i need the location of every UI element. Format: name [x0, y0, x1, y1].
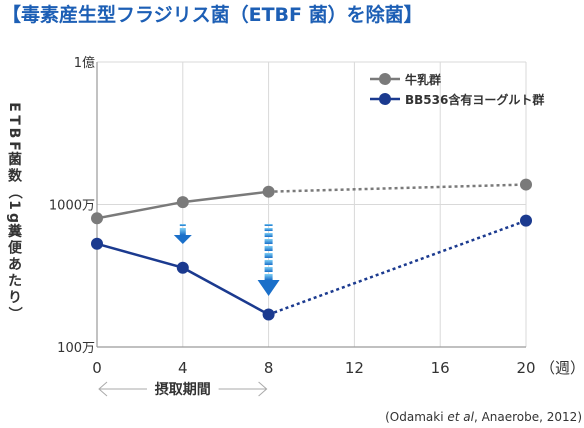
period-arrowhead-left: [98, 381, 108, 397]
arrow-dash: [264, 228, 273, 231]
arrow-dash: [179, 224, 186, 226]
y-label-char: 1: [6, 200, 22, 210]
y-label-char: E: [6, 102, 22, 112]
down-arrow: [173, 224, 192, 244]
intake-period-label: 摂取期間: [155, 381, 211, 398]
legend-label: BB536含有ヨーグルト群: [405, 92, 544, 107]
y-tick-labels: 1億 1000万 100万: [49, 55, 95, 356]
arrow-head: [173, 235, 192, 244]
y-label-char: F: [6, 141, 22, 151]
y-tick-label: 1億: [74, 55, 95, 71]
y-label-char: り: [8, 290, 22, 306]
series-line-dashed: [268, 183, 527, 193]
legend-marker: [379, 93, 391, 105]
arrow-dash: [264, 246, 273, 251]
series: [91, 178, 532, 321]
legend-label: 牛乳群: [405, 72, 441, 87]
arrow-dash: [264, 239, 273, 244]
data-point: [262, 185, 275, 198]
data-point: [262, 308, 275, 321]
y-tick-label: 100万: [57, 341, 95, 356]
y-label-char: 糞: [7, 223, 23, 240]
arrow-dash: [264, 224, 273, 226]
arrow-shaft: [179, 228, 186, 235]
data-point: [176, 261, 189, 274]
source-citation: (Odamaki et al, Anaerobe, 2012): [385, 410, 582, 424]
axes: [96, 62, 526, 348]
y-label-char: 数: [8, 168, 23, 185]
x-tick-label: 4: [178, 359, 188, 377]
y-label-char: g: [6, 213, 22, 223]
legend: 牛乳群 BB536含有ヨーグルト群: [370, 72, 544, 107]
arrow-dash: [264, 260, 273, 265]
x-tick-label: 16: [431, 359, 450, 377]
y-label-char: T: [6, 115, 22, 125]
down-arrow: [257, 224, 280, 296]
arrow-shaft: [264, 274, 273, 280]
y-label-char: ）: [6, 307, 22, 321]
period-arrowhead-right: [258, 381, 268, 397]
legend-marker: [379, 73, 391, 85]
x-tick-label: 0: [92, 359, 102, 377]
arrow-dash: [264, 253, 273, 258]
y-label-char: 菌: [8, 151, 22, 168]
series-line-dashed: [268, 219, 527, 316]
x-tick-label: 12: [345, 359, 364, 377]
intake-period: 摂取期間: [98, 381, 268, 398]
data-point: [91, 237, 103, 250]
arrow-head: [257, 280, 280, 296]
chart-title: 【毒素産生型フラジリス菌（ETBF 菌）を除菌】: [2, 3, 423, 26]
x-unit-label: （週）: [540, 359, 584, 377]
y-label-char: （: [6, 185, 22, 199]
y-label-char: B: [6, 128, 22, 139]
data-point: [176, 196, 189, 209]
x-tick-label: 8: [264, 359, 274, 377]
y-label-char: あ: [8, 257, 22, 273]
data-point: [91, 212, 103, 225]
y-tick-label: 1000万: [49, 199, 95, 214]
reduction-arrows: [173, 224, 280, 296]
y-label-char: 便: [8, 240, 23, 257]
data-point: [520, 214, 532, 227]
data-point: [520, 178, 532, 191]
arrow-dash: [264, 233, 273, 237]
y-label-char: た: [8, 274, 22, 290]
x-tick-labels: 0 4 8 12 16 20 （週）: [92, 359, 584, 377]
arrow-dash: [264, 267, 273, 272]
x-tick-label: 20: [516, 359, 535, 377]
